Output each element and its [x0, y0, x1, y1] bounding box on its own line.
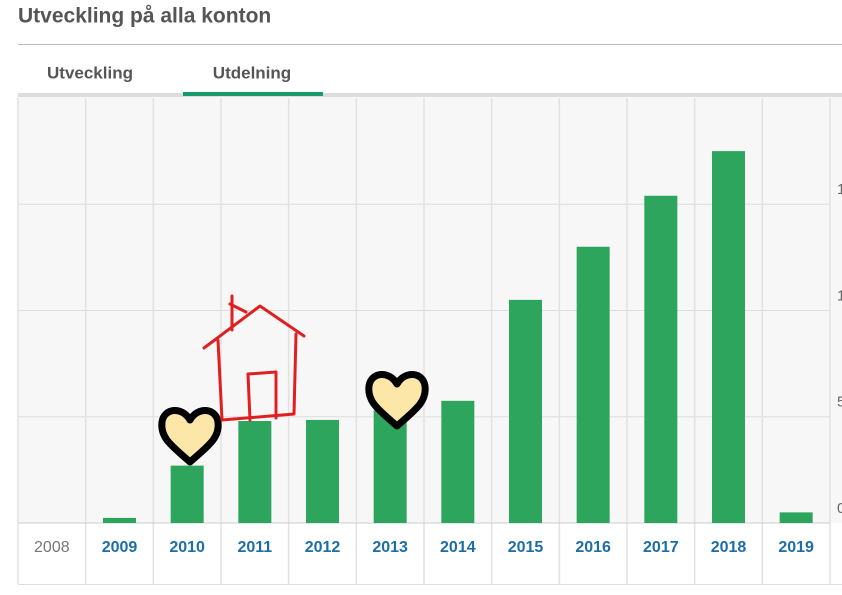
y-tick-label: 5: [837, 394, 842, 411]
bar: [238, 421, 272, 523]
x-tick-label: 2013: [372, 539, 408, 556]
x-tick-label: 2011: [237, 539, 272, 556]
bar: [509, 299, 542, 523]
bar: [170, 465, 204, 523]
y-tick-label: 1: [837, 287, 842, 304]
x-tick-label: 2018: [711, 539, 747, 556]
y-tick-label: 1: [837, 181, 842, 198]
y-tick-label: 0: [837, 500, 842, 517]
active-tab-indicator: [183, 92, 323, 96]
heart-annotation: [365, 371, 429, 430]
x-tick-label: 2015: [508, 539, 544, 556]
x-tick-label: 2012: [305, 539, 341, 556]
bar: [306, 419, 339, 523]
bar: [712, 151, 745, 523]
x-tick-label: 2008: [34, 539, 70, 556]
house-annotation: [202, 294, 306, 422]
bar: [441, 400, 475, 523]
x-tick-label: 2016: [575, 539, 611, 556]
page-title: Utveckling på alla konton: [18, 5, 271, 28]
tab[interactable]: Utdelning: [213, 63, 291, 82]
bar: [644, 195, 678, 523]
tab-bar: [18, 93, 842, 97]
bar: [373, 410, 407, 523]
bar: [576, 246, 610, 523]
x-tick-label: 2010: [169, 539, 205, 556]
x-tick-label: 2019: [778, 539, 814, 556]
chart: 0 5 1 1 2008 2009 2010 2011 2012 2013 2014 2015 2016…: [17, 98, 842, 584]
bar: [779, 512, 813, 523]
heart-annotation: [158, 407, 222, 466]
bar: [103, 517, 136, 523]
x-tick-label: 2014: [440, 539, 476, 556]
x-tick-label: 2009: [102, 539, 138, 556]
tab[interactable]: Utveckling: [47, 63, 133, 82]
x-tick-label: 2017: [643, 539, 679, 556]
